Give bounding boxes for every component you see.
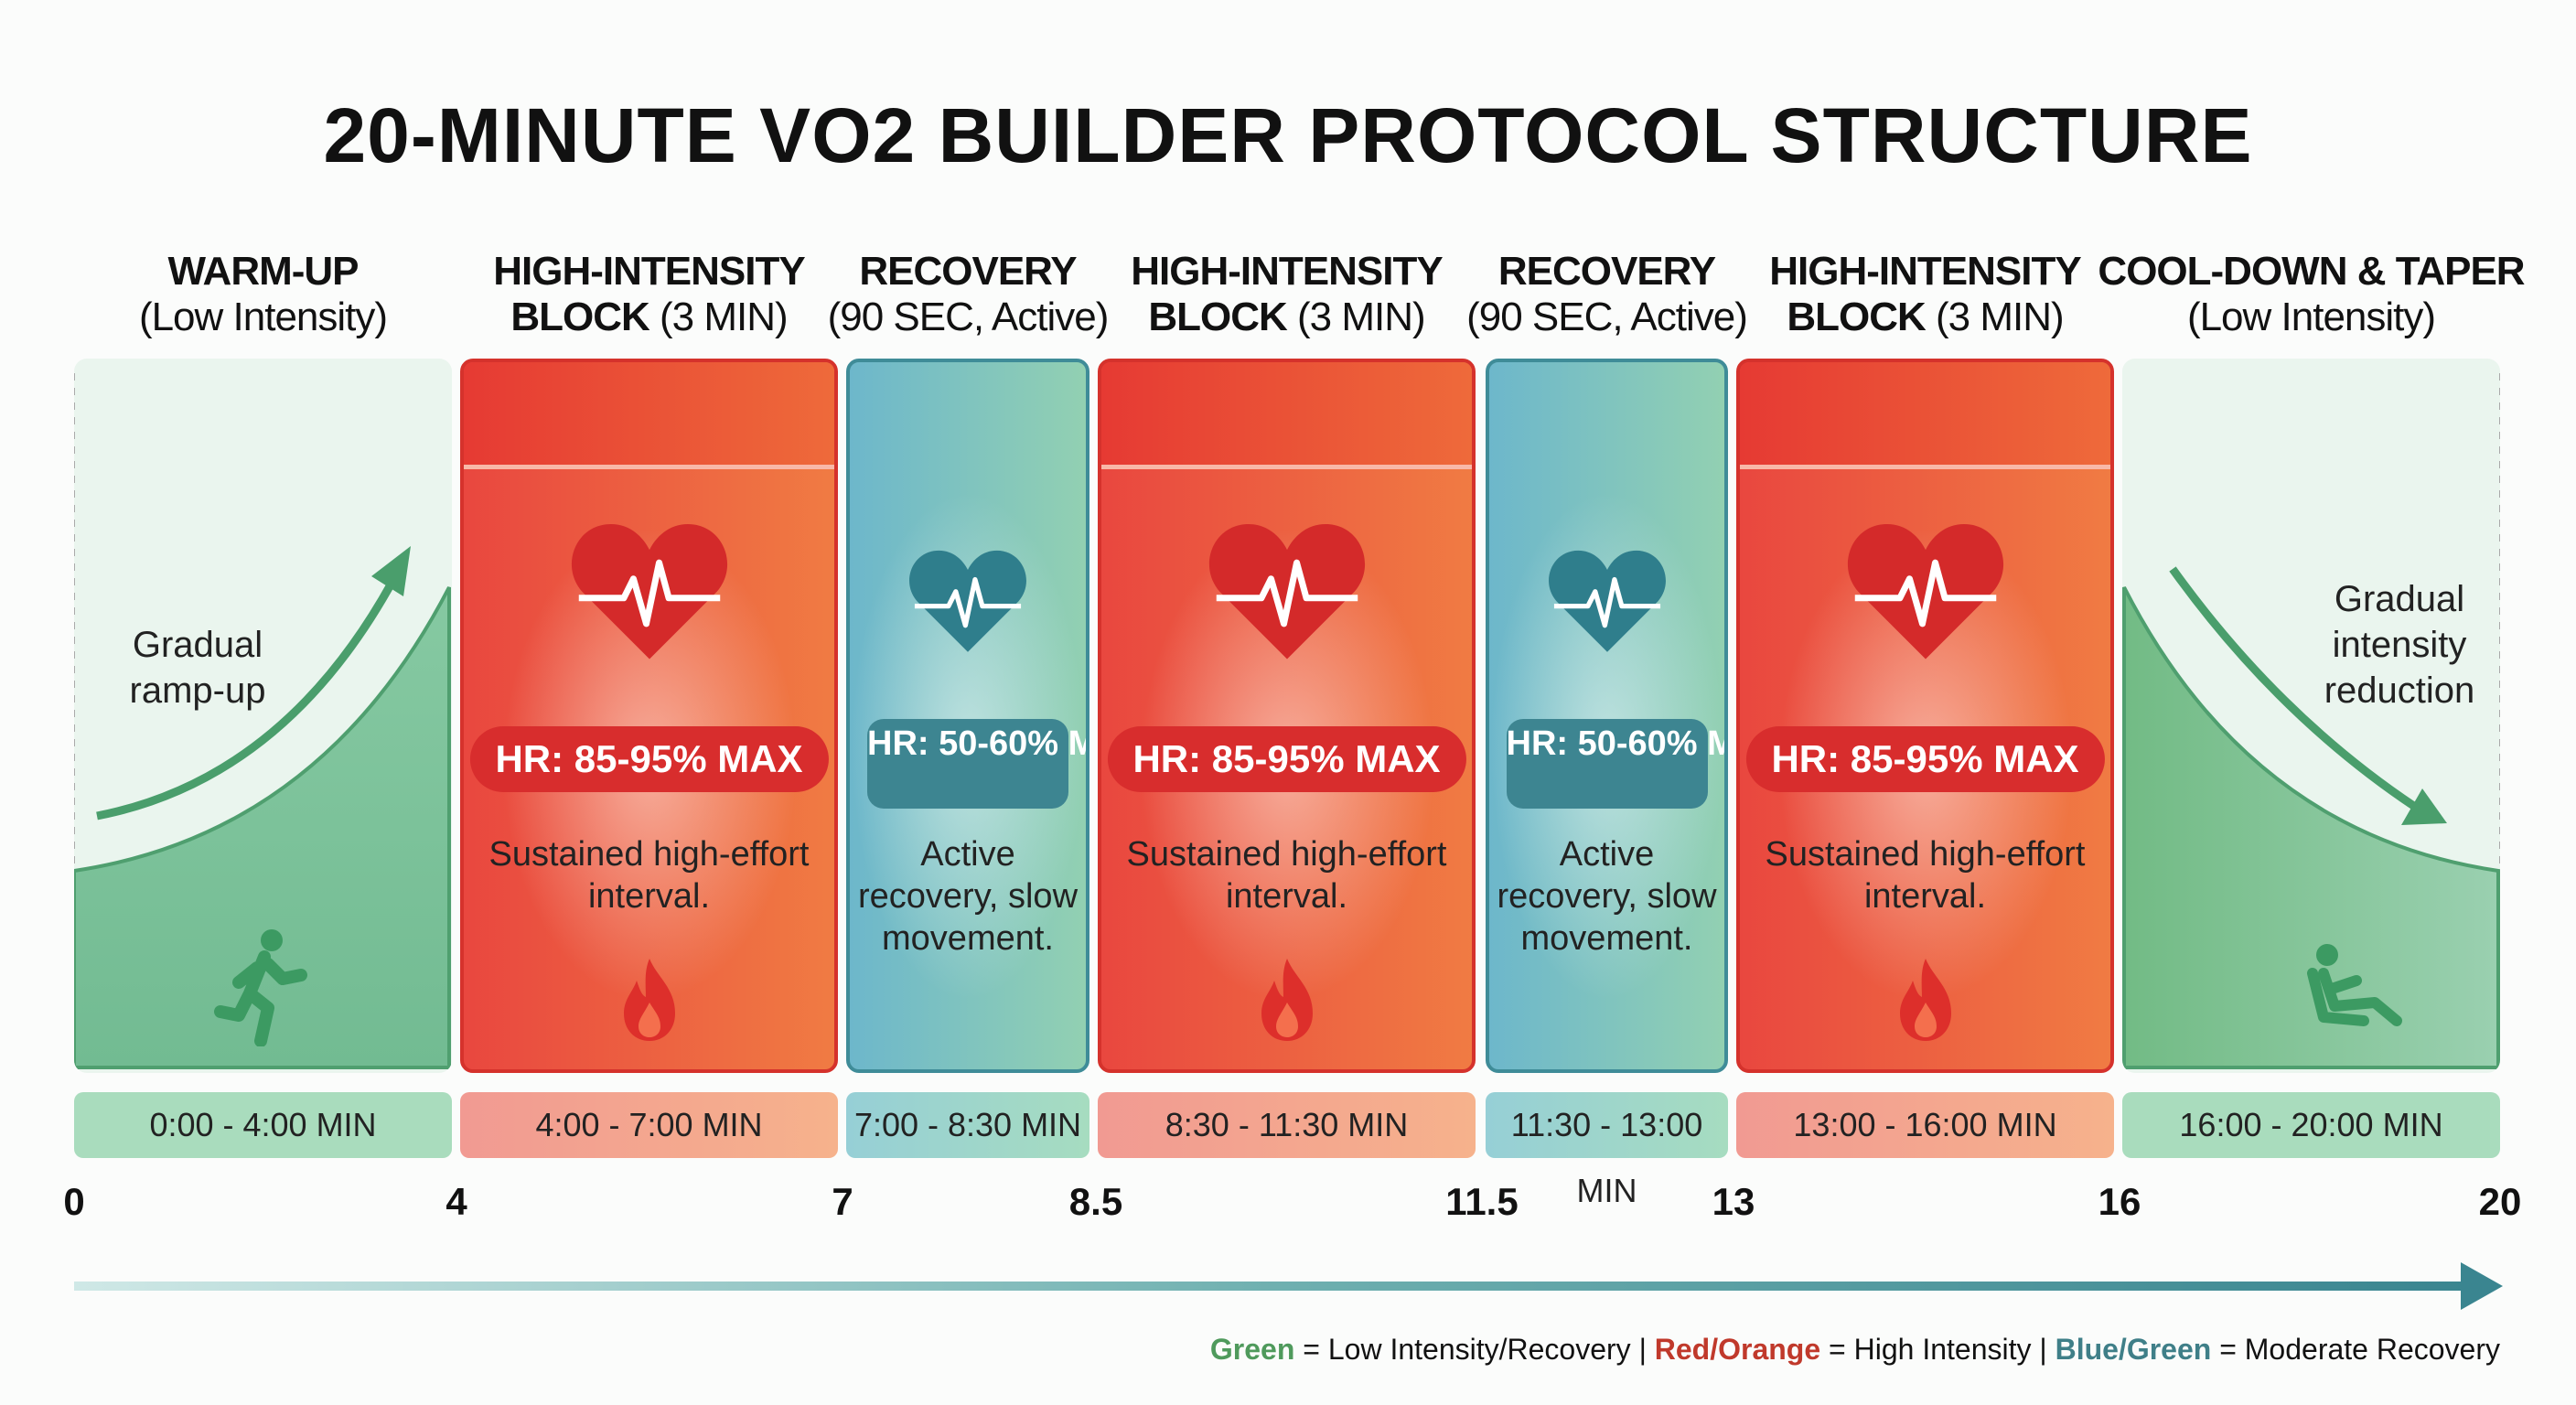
spacer	[1287, 295, 1297, 339]
heart-rate-icon	[569, 518, 730, 662]
segment-description: Sustained high-effort interval.	[1126, 835, 1447, 916]
segment-description: Active recovery, slow movement.	[857, 835, 1079, 958]
segment-header: HIGH-INTENSITY BLOCK (3 MIN)	[1709, 249, 2141, 340]
segment-panel-cool: Gradual intensity reduction	[2122, 359, 2500, 1073]
time-range-label: 7:00 - 8:30 MIN	[846, 1092, 1089, 1158]
spacer	[649, 295, 660, 339]
heart-rate-badge: HR: 50-60% MAX	[867, 719, 1086, 809]
segment-title: RECOVERY	[1497, 249, 1716, 294]
timeline-tick: 11.5	[1445, 1180, 1519, 1223]
segment-subtitle: (90 SEC, Active)	[827, 295, 1110, 339]
segment-subtitle: (3 MIN)	[1297, 295, 1426, 339]
ramp-up-curve	[74, 359, 452, 1073]
timeline-tick: 16	[2098, 1180, 2141, 1223]
segment-header: HIGH-INTENSITY BLOCK (3 MIN)	[1070, 249, 1503, 340]
segment-panel-high: HR: 85-95% MAX Sustained high-effort inte…	[1736, 359, 2114, 1073]
segment-description: Sustained high-effort interval.	[488, 835, 810, 916]
segment-title-2: BLOCK	[510, 295, 649, 339]
panel-header-band	[464, 362, 834, 469]
heart-rate-icon	[1845, 518, 2006, 662]
timeline-tick: 8.5	[1068, 1180, 1123, 1223]
legend-text: = Moderate Recovery	[2211, 1333, 2500, 1366]
timeline-arrow	[0, 1259, 2576, 1318]
segment-panel-low: Gradual ramp-up	[74, 359, 452, 1073]
segment-title-2: BLOCK	[1148, 295, 1287, 339]
time-range-label: 11:30 - 13:00 MIN	[1486, 1092, 1728, 1209]
segment-title: HIGH-INTENSITY	[493, 249, 805, 294]
segment-subtitle: (3 MIN)	[1936, 295, 2065, 339]
segment-panel-high: HR: 85-95% MAX Sustained high-effort inte…	[1098, 359, 1476, 1073]
legend-key: Blue/Green	[2055, 1333, 2212, 1366]
timeline-tick: 4	[445, 1180, 467, 1223]
segment-header: RECOVERY (90 SEC, Active)	[819, 249, 1117, 340]
segment-subtitle-line: BLOCK (3 MIN)	[433, 295, 865, 340]
page-title: 20-MINUTE VO2 BUILDER PROTOCOL STRUCTURE	[323, 92, 2253, 178]
segment-title-2: BLOCK	[1787, 295, 1926, 339]
time-range-label: 0:00 - 4:00 MIN	[74, 1092, 452, 1158]
segment-note: Gradual intensity reduction	[2324, 579, 2475, 711]
segment-subtitle: (Low Intensity)	[2186, 295, 2436, 339]
segment-title: RECOVERY	[859, 249, 1077, 294]
legend-text: = Low Intensity/Recovery |	[1294, 1333, 1655, 1366]
segment-subtitle: (90 SEC, Active)	[1466, 295, 1748, 339]
panel-header-band	[1101, 362, 1472, 469]
legend-text: = High Intensity |	[1820, 1333, 2055, 1366]
timeline-tick: 13	[1712, 1180, 1755, 1223]
heart-rate-icon	[1207, 518, 1368, 662]
timeline-tick: 7	[832, 1180, 853, 1223]
legend-key: Red/Orange	[1654, 1333, 1821, 1366]
segment-title: COOL-DOWN & TAPER	[2098, 249, 2525, 294]
color-legend: Green = Low Intensity/Recovery | Red/Ora…	[1210, 1333, 2500, 1367]
segment-description: Active recovery, slow movement.	[1497, 835, 1717, 958]
segment-description: Sustained high-effort interval.	[1765, 835, 2086, 916]
time-range-label: 8:30 - 11:30 MIN	[1098, 1092, 1476, 1158]
time-range-label: 13:00 - 16:00 MIN	[1736, 1092, 2114, 1158]
segment-subtitle-line: BLOCK (3 MIN)	[1070, 295, 1503, 340]
segment-subtitle-line: BLOCK (3 MIN)	[1709, 295, 2141, 340]
time-range-label: 16:00 - 20:00 MIN	[2122, 1092, 2500, 1158]
heart-rate-badge: HR: 85-95% MAX	[1745, 726, 2105, 792]
segment-panel-recovery: HR: 50-60% MAX Active recovery, slow move…	[1486, 359, 1728, 1073]
segment-title: HIGH-INTENSITY	[1131, 249, 1443, 294]
heart-rate-badge: HR: 85-95% MAX	[1107, 726, 1466, 792]
timeline-tick: 0	[63, 1180, 85, 1223]
segment-subtitle: (3 MIN)	[660, 295, 789, 339]
segment-panel-high: HR: 85-95% MAX Sustained high-effort inte…	[460, 359, 838, 1073]
heart-rate-badge: HR: 50-60% MAX	[1506, 719, 1724, 809]
segment-header: COOL-DOWN & TAPER (Low Intensity)	[2095, 249, 2528, 340]
segment-header: WARM-UP (Low Intensity)	[47, 249, 479, 340]
spacer	[1926, 295, 1936, 339]
running-person-icon	[213, 928, 314, 1051]
legend-key: Green	[1209, 1333, 1295, 1366]
heart-rate-icon	[1547, 545, 1668, 655]
segment-header: RECOVERY (90 SEC, Active)	[1458, 249, 1755, 340]
reclining-person-icon	[2302, 940, 2411, 1046]
ramp-down-curve	[2122, 359, 2500, 1073]
timeline-tick: 20	[2478, 1180, 2522, 1223]
flame-icon	[613, 955, 686, 1047]
time-range-label: 4:00 - 7:00 MIN	[460, 1092, 838, 1158]
segment-title: WARM-UP	[167, 249, 359, 294]
segment-note: Gradual ramp-up	[129, 625, 266, 711]
segment-subtitle: (Low Intensity)	[138, 295, 388, 339]
flame-icon	[1889, 955, 1962, 1047]
segment-header: HIGH-INTENSITY BLOCK (3 MIN)	[433, 249, 865, 340]
heart-rate-icon	[907, 545, 1028, 655]
flame-icon	[1250, 955, 1324, 1047]
segment-panel-recovery: HR: 50-60% MAX Active recovery, slow move…	[846, 359, 1089, 1073]
heart-rate-badge: HR: 85-95% MAX	[469, 726, 829, 792]
segment-title: HIGH-INTENSITY	[1769, 249, 2081, 294]
panel-header-band	[1740, 362, 2110, 469]
